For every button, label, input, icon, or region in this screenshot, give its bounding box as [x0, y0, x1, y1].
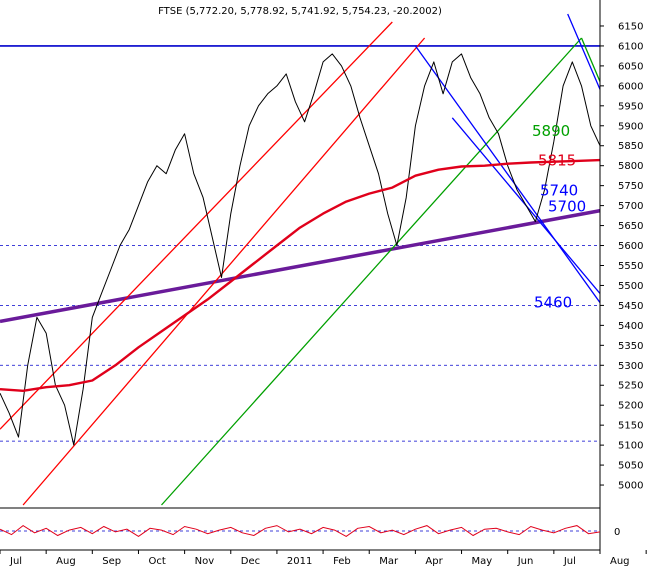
- y-tick-label-5050: 5050: [618, 461, 643, 472]
- x-tick-label-1: Aug: [56, 556, 76, 567]
- y-tick-label-5100: 5100: [618, 441, 643, 452]
- x-tick-label-2: Sep: [102, 556, 121, 567]
- trend-line-0: [0, 208, 600, 324]
- y-tick-label-5800: 5800: [618, 161, 643, 172]
- trend-line-4: [580, 37, 600, 84]
- y-tick-label-6050: 6050: [618, 61, 643, 72]
- y-tick-label-5450: 5450: [618, 301, 643, 312]
- trend-line-1: [0, 21, 393, 430]
- y-tick-label-5250: 5250: [618, 381, 643, 392]
- y-tick-label-5500: 5500: [618, 281, 643, 292]
- trend-line-3: [161, 37, 582, 506]
- y-tick-label-5550: 5550: [618, 261, 643, 272]
- y-tick-label-5000: 5000: [618, 481, 643, 492]
- y-tick-label-5200: 5200: [618, 401, 643, 412]
- y-tick-label-5600: 5600: [618, 241, 643, 252]
- x-tick-label-13: Aug: [610, 556, 630, 567]
- y-tick-label-5900: 5900: [618, 121, 643, 132]
- y-tick-label-6100: 6100: [618, 41, 643, 52]
- trend-line-7: [451, 117, 600, 295]
- x-tick-label-5: Dec: [241, 556, 260, 567]
- horizontal-reference-lines: [0, 45, 600, 442]
- y-tick-label-5650: 5650: [618, 221, 643, 232]
- x-tick-label-3: Oct: [148, 556, 165, 567]
- trend-line-2: [22, 37, 426, 506]
- oscillator-line: [0, 524, 600, 537]
- oscillator-zero-label: 0: [614, 527, 620, 538]
- x-tick-label-4: Nov: [195, 556, 215, 567]
- x-tick-label-8: Mar: [379, 556, 399, 567]
- y-tick-label-5350: 5350: [618, 341, 643, 352]
- y-tick-label-5700: 5700: [618, 201, 643, 212]
- oscillator-panel: [0, 524, 600, 537]
- trend-line-5: [414, 45, 600, 304]
- x-tick-label-7: Feb: [333, 556, 351, 567]
- x-tick-label-10: May: [472, 556, 493, 567]
- chart-title: FTSE (5,772.20, 5,778.92, 5,741.92, 5,75…: [158, 6, 442, 17]
- annotation-5890: 5890: [532, 122, 570, 140]
- price-line: [0, 53, 600, 446]
- y-tick-label-5850: 5850: [618, 141, 643, 152]
- x-tick-label-6: 2011: [287, 556, 312, 567]
- y-tick-label-5750: 5750: [618, 181, 643, 192]
- x-tick-label-0: Jul: [9, 556, 22, 567]
- y-tick-label-5300: 5300: [618, 361, 643, 372]
- x-axis-ticks: Jul Aug Sep Oct Nov Dec 2011 Feb Mar Apr May Jun Jul…: [0, 550, 647, 567]
- annotation-5460: 5460: [534, 293, 572, 311]
- x-tick-label-12: Jul: [563, 556, 576, 567]
- trend-lines: [0, 13, 600, 506]
- x-tick-label-11: Jun: [517, 556, 534, 567]
- annotation-5740: 5740: [540, 182, 578, 200]
- y-tick-label-6150: 6150: [618, 21, 643, 32]
- annotation-5700: 5700: [548, 198, 586, 216]
- moving-average-line: [0, 158, 600, 392]
- x-tick-label-9: Apr: [425, 556, 443, 567]
- y-tick-label-5400: 5400: [618, 321, 643, 332]
- y-tick-label-5150: 5150: [618, 421, 643, 432]
- annotation-5815: 5815: [538, 152, 576, 170]
- trend-line-6: [567, 13, 600, 91]
- series-lines: [0, 53, 600, 446]
- y-axis-ticks: 5000 5050 5100 5150 5200 5250 5300 5350 5400 5450…: [600, 21, 643, 492]
- y-tick-label-5950: 5950: [618, 101, 643, 112]
- y-tick-label-6000: 6000: [618, 81, 643, 92]
